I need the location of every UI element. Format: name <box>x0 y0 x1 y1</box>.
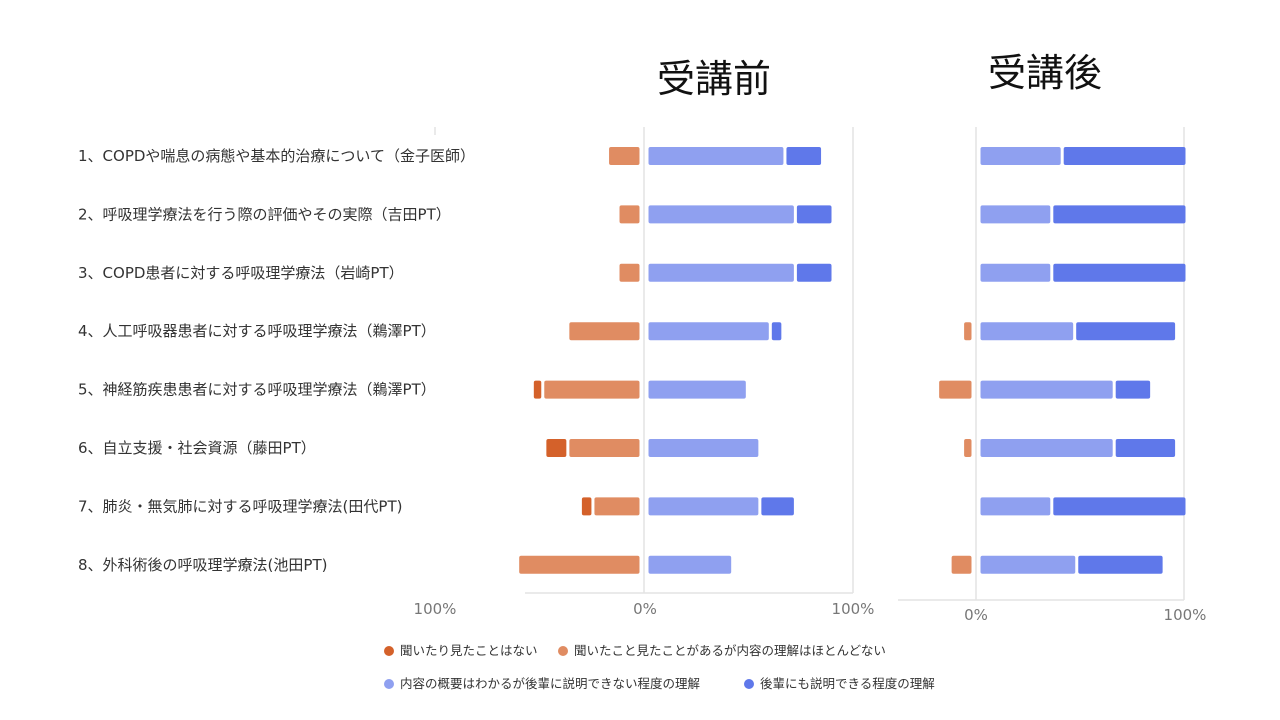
bar-segment <box>786 147 822 165</box>
bar-segment <box>980 380 1113 399</box>
bar-segment <box>569 439 640 457</box>
legend: 聞いたり見たことはない 聞いたこと見たことがあるが内容の理解はほとんどない 内容… <box>384 643 935 691</box>
bar-segment <box>761 497 794 516</box>
before-tick-left: 100% <box>414 600 457 618</box>
bar-segment <box>1076 322 1176 341</box>
before-tick-zero: 0% <box>633 600 657 618</box>
bar-segment <box>1115 380 1151 399</box>
bar-segment <box>1053 497 1186 516</box>
bar-segment <box>980 555 1076 574</box>
bar-segment <box>939 380 972 399</box>
category-label: 7、肺炎・無気肺に対する呼吸理学療法(田代PT) <box>78 497 402 515</box>
bar-segment <box>980 263 1051 282</box>
bar-segment <box>1115 439 1176 457</box>
bar-segment <box>964 439 972 457</box>
category-label: 4、人工呼吸器患者に対する呼吸理学療法（鵜澤PT） <box>78 322 436 340</box>
category-label: 3、COPD患者に対する呼吸理学療法（岩崎PT） <box>78 264 404 282</box>
legend-swatch <box>558 646 568 656</box>
gridlines <box>434 127 1185 601</box>
bar-segment <box>1078 555 1163 574</box>
bar-segment <box>533 380 542 399</box>
bar-segment <box>594 497 640 516</box>
legend-label: 聞いたり見たことはない <box>400 643 538 658</box>
bar-segment <box>648 263 794 282</box>
category-label: 6、自立支援・社会資源（藤田PT） <box>78 439 316 457</box>
bar-segment <box>648 380 746 399</box>
bar-segment <box>980 497 1051 516</box>
after-title: 受講後 <box>988 51 1102 95</box>
bar-segment <box>796 263 832 282</box>
bar-segment <box>648 439 759 457</box>
category-labels: 1、COPDや喘息の病態や基本的治療について（金子医師） 2、呼吸理学療法を行う際… <box>78 147 475 574</box>
bar-segment <box>771 322 782 341</box>
category-label: 5、神経筋疾患患者に対する呼吸理学療法（鵜澤PT） <box>78 381 436 399</box>
bar-segment <box>648 555 732 574</box>
bar-segment <box>980 147 1061 165</box>
bar-segment <box>619 263 640 282</box>
bar-segment <box>648 147 784 165</box>
bar-segment <box>648 497 759 516</box>
bar-segment <box>648 322 769 341</box>
legend-label: 後輩にも説明できる程度の理解 <box>760 676 935 691</box>
bar-segment <box>980 439 1113 457</box>
bar-segment <box>980 322 1074 341</box>
bar-segment <box>796 205 832 224</box>
legend-swatch <box>384 646 394 656</box>
bar-segment <box>1053 205 1186 224</box>
bar-segment <box>519 555 640 574</box>
category-label: 2、呼吸理学療法を行う際の評価やその実際（吉田PT） <box>78 205 451 223</box>
legend-swatch <box>384 679 394 689</box>
legend-label: 聞いたこと見たことがあるが内容の理解はほとんどない <box>574 643 886 658</box>
bars <box>519 147 1186 574</box>
bar-segment <box>546 439 567 457</box>
bar-segment <box>569 322 640 341</box>
bar-segment <box>951 555 972 574</box>
category-label: 8、外科術後の呼吸理学療法(池田PT) <box>78 556 327 574</box>
before-title: 受講前 <box>657 57 771 101</box>
bar-segment <box>964 322 972 341</box>
bar-segment <box>980 205 1051 224</box>
legend-swatch <box>744 679 754 689</box>
bar-segment <box>609 147 640 165</box>
bar-segment <box>619 205 640 224</box>
category-label: 1、COPDや喘息の病態や基本的治療について（金子医師） <box>78 147 475 165</box>
bar-segment <box>581 497 592 516</box>
after-tick-right: 100% <box>1164 606 1207 624</box>
bar-segment <box>1063 147 1186 165</box>
bar-segment <box>648 205 794 224</box>
before-tick-right: 100% <box>832 600 875 618</box>
bar-segment <box>544 380 640 399</box>
bar-segment <box>1053 263 1186 282</box>
legend-label: 内容の概要はわかるが後輩に説明できない程度の理解 <box>400 676 700 691</box>
after-tick-zero: 0% <box>964 606 988 624</box>
